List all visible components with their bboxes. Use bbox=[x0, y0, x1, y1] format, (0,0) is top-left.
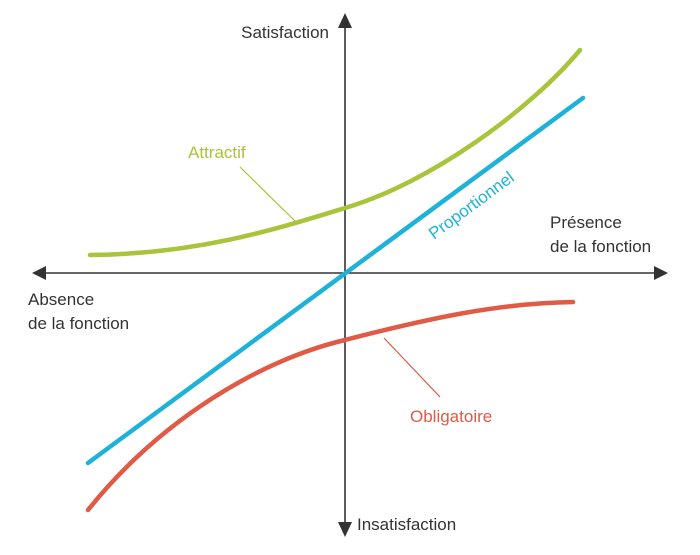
obligatoire-label: Obligatoire bbox=[410, 407, 492, 426]
axis-arrow-left-icon bbox=[32, 266, 46, 280]
curve-obligatoire bbox=[85, 299, 576, 513]
axis-arrow-up-icon bbox=[338, 13, 352, 28]
axis-label-satisfaction: Satisfaction bbox=[241, 23, 329, 42]
axis-label-presence-line2: de la fonction bbox=[550, 237, 651, 256]
attractif-label: Attractif bbox=[188, 143, 246, 162]
axis-arrow-right-icon bbox=[654, 266, 668, 280]
obligatoire-leader-line bbox=[383, 337, 441, 398]
axis-label-insatisfaction: Insatisfaction bbox=[357, 515, 456, 534]
curve-proportionnel bbox=[85, 95, 586, 466]
curve-attractif bbox=[87, 47, 583, 258]
axis-arrow-down-icon bbox=[338, 522, 352, 537]
axis-label-absence-line2: de la fonction bbox=[28, 314, 129, 333]
axis-label-presence-line1: Présence bbox=[550, 213, 622, 232]
attractif-leader-line bbox=[239, 166, 299, 225]
axis-label-absence-line1: Absence bbox=[28, 290, 94, 309]
